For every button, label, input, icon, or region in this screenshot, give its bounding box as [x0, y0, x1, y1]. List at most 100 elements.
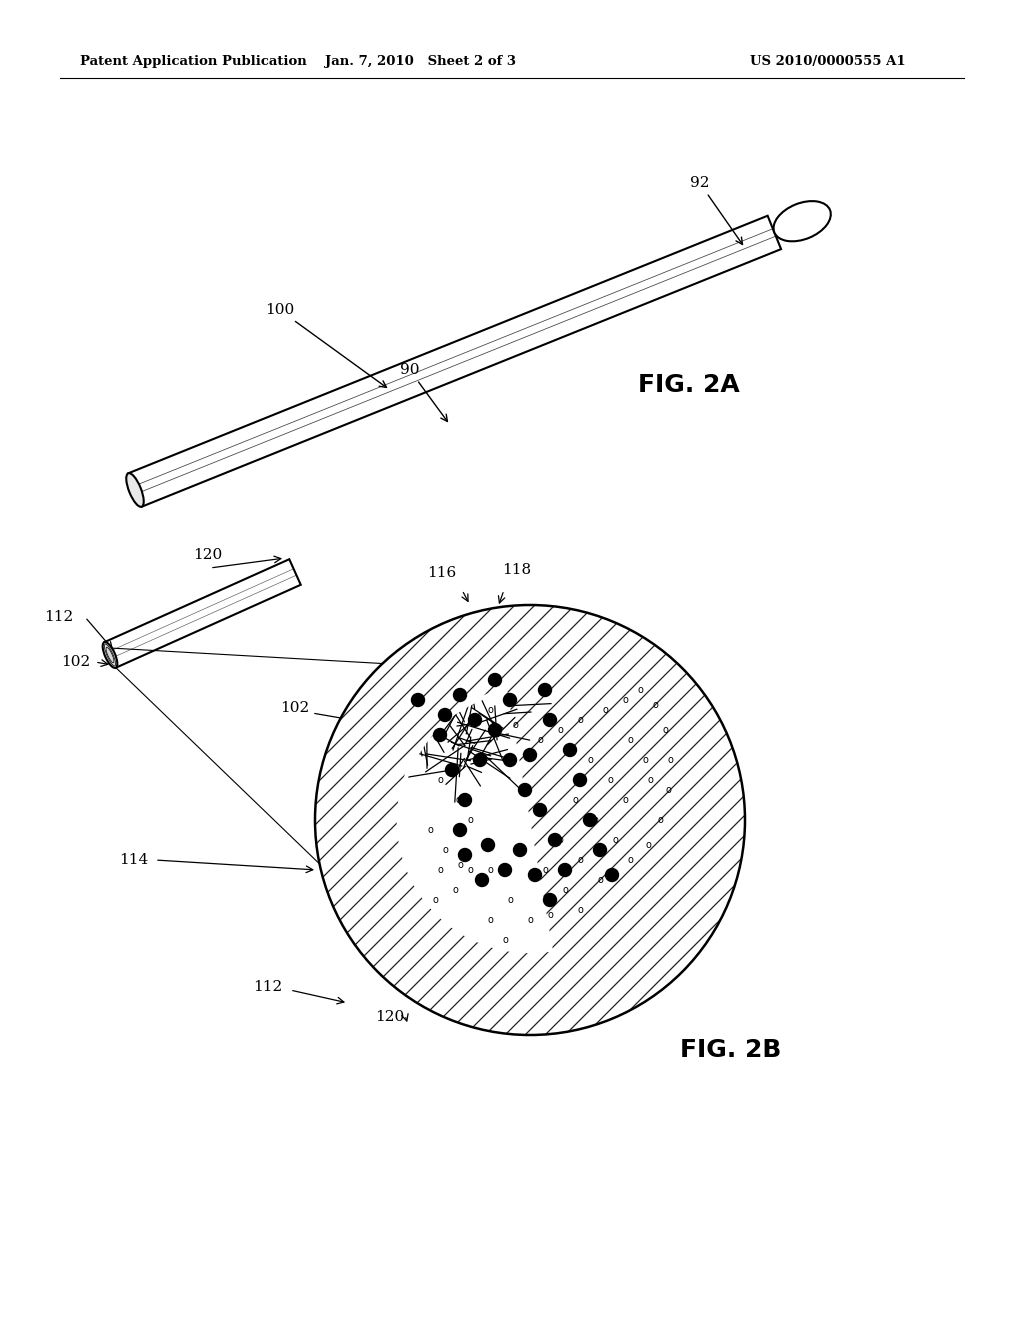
Text: o: o [622, 795, 628, 805]
Text: o: o [607, 775, 613, 785]
Circle shape [534, 804, 547, 817]
Circle shape [454, 824, 467, 837]
Text: 92: 92 [690, 176, 742, 244]
Text: o: o [645, 840, 651, 850]
Text: o: o [642, 755, 648, 766]
Text: o: o [507, 895, 513, 906]
Circle shape [488, 673, 502, 686]
Circle shape [523, 748, 537, 762]
Text: 114: 114 [119, 853, 148, 867]
Text: o: o [592, 814, 598, 825]
Text: o: o [572, 795, 578, 805]
Text: 100: 100 [265, 304, 386, 388]
Text: o: o [437, 775, 443, 785]
Text: o: o [557, 725, 563, 735]
Circle shape [438, 709, 452, 722]
Text: Jan. 7, 2010   Sheet 2 of 3: Jan. 7, 2010 Sheet 2 of 3 [325, 55, 515, 69]
Text: o: o [452, 884, 458, 895]
Text: o: o [627, 855, 633, 865]
Circle shape [445, 763, 459, 776]
Text: o: o [663, 725, 668, 735]
Text: o: o [578, 855, 583, 865]
Text: o: o [427, 825, 433, 836]
Text: 118: 118 [502, 564, 531, 577]
Circle shape [488, 723, 502, 737]
Polygon shape [128, 215, 781, 507]
Text: FIG. 2B: FIG. 2B [680, 1038, 781, 1063]
Text: o: o [587, 755, 593, 766]
Ellipse shape [126, 473, 143, 507]
Text: 120: 120 [193, 548, 222, 562]
Text: o: o [637, 685, 643, 696]
Text: o: o [487, 705, 493, 715]
Circle shape [605, 869, 618, 882]
Text: o: o [597, 875, 603, 884]
Text: o: o [578, 715, 583, 725]
Text: o: o [602, 705, 608, 715]
Circle shape [518, 784, 531, 796]
Circle shape [412, 693, 425, 706]
Circle shape [544, 894, 556, 907]
Text: o: o [652, 700, 658, 710]
Text: o: o [657, 814, 663, 825]
Text: US 2010/0000555 A1: US 2010/0000555 A1 [750, 55, 905, 69]
Text: FIG. 2A: FIG. 2A [638, 374, 739, 397]
Text: o: o [622, 696, 628, 705]
Text: Patent Application Publication: Patent Application Publication [80, 55, 307, 69]
Text: o: o [467, 814, 473, 825]
Circle shape [584, 813, 597, 826]
Circle shape [504, 754, 516, 767]
Text: o: o [667, 755, 673, 766]
Circle shape [549, 833, 561, 846]
Wedge shape [396, 689, 553, 953]
Text: o: o [627, 735, 633, 744]
Circle shape [454, 689, 467, 701]
Circle shape [433, 729, 446, 742]
Text: o: o [487, 865, 493, 875]
Text: o: o [612, 836, 617, 845]
Text: o: o [557, 836, 563, 845]
Text: o: o [487, 915, 493, 925]
Text: o: o [578, 906, 583, 915]
Circle shape [573, 774, 587, 787]
Circle shape [469, 714, 481, 726]
Text: o: o [647, 775, 653, 785]
Circle shape [504, 693, 516, 706]
Ellipse shape [102, 642, 118, 668]
Circle shape [481, 838, 495, 851]
Text: 102: 102 [60, 655, 90, 669]
Polygon shape [104, 560, 301, 668]
Circle shape [563, 743, 577, 756]
Circle shape [513, 843, 526, 857]
Circle shape [594, 843, 606, 857]
Text: o: o [467, 865, 473, 875]
Text: o: o [457, 861, 463, 870]
Text: o: o [432, 895, 438, 906]
Text: o: o [542, 865, 548, 875]
Text: o: o [455, 795, 461, 805]
Circle shape [499, 863, 512, 876]
Text: o: o [437, 865, 443, 875]
Circle shape [539, 684, 552, 697]
Circle shape [475, 874, 488, 887]
Text: 112: 112 [253, 979, 283, 994]
Circle shape [558, 863, 571, 876]
Text: o: o [512, 719, 518, 730]
Circle shape [459, 793, 471, 807]
Circle shape [473, 754, 486, 767]
Circle shape [315, 605, 745, 1035]
Text: o: o [547, 909, 553, 920]
Circle shape [528, 869, 542, 882]
Circle shape [544, 714, 556, 726]
Circle shape [459, 849, 471, 862]
Text: o: o [527, 915, 532, 925]
Ellipse shape [773, 201, 830, 242]
Text: o: o [537, 735, 543, 744]
Text: 90: 90 [400, 363, 447, 421]
Text: 102: 102 [280, 701, 309, 715]
Text: 120: 120 [376, 1010, 404, 1024]
Text: o: o [502, 935, 508, 945]
Text: 116: 116 [427, 566, 456, 579]
Text: o: o [665, 785, 671, 795]
Text: o: o [562, 884, 568, 895]
